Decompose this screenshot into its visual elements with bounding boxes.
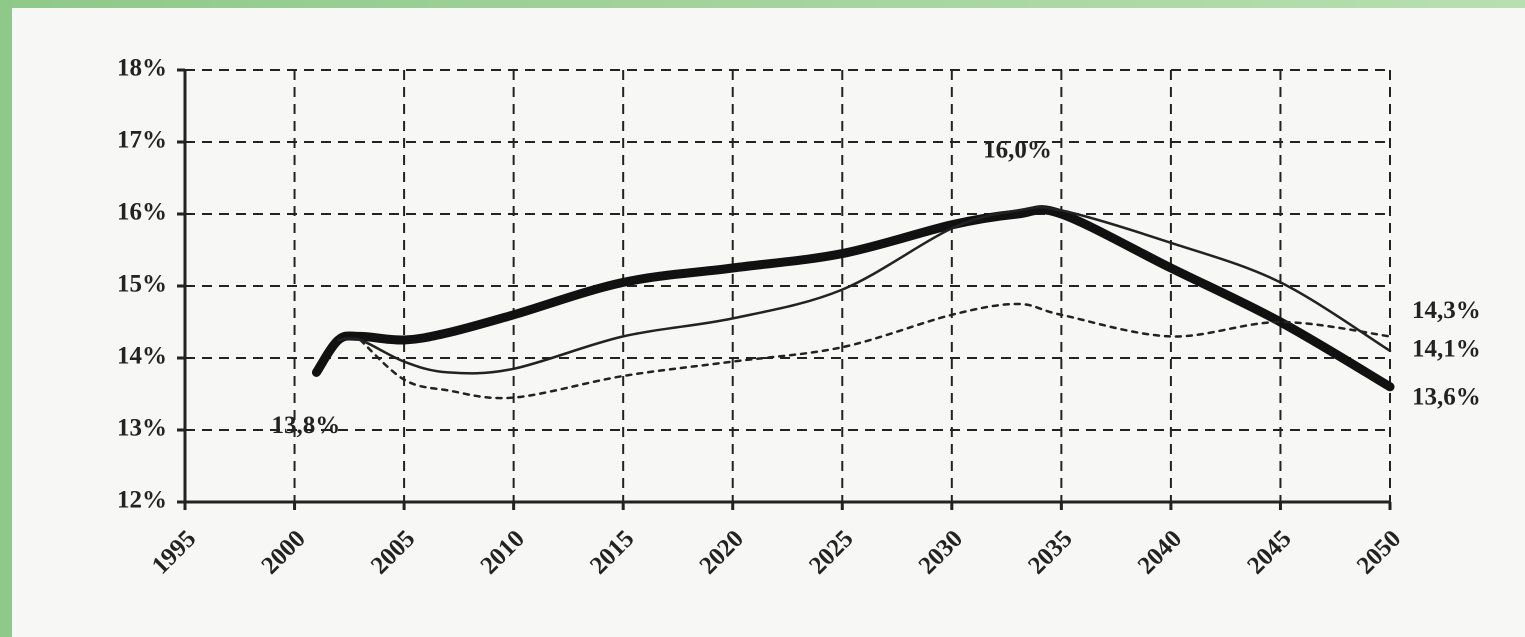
- x-tick-label: 2025: [804, 525, 858, 579]
- y-tick-label: 18%: [117, 55, 167, 82]
- x-tick-label: 2005: [366, 525, 420, 579]
- x-tick-label: 2015: [585, 525, 639, 579]
- x-tick-label: 2000: [256, 525, 310, 579]
- y-tick-label: 16%: [117, 199, 167, 226]
- x-tick-label: 2040: [1133, 525, 1187, 579]
- y-tick-label: 15%: [117, 271, 167, 298]
- x-tick-label: 2035: [1023, 525, 1077, 579]
- line-series: [311, 205, 1395, 392]
- data-label: 14,3%: [1412, 297, 1481, 324]
- y-tick-label: 13%: [117, 415, 167, 442]
- data-label: 14,1%: [1412, 336, 1481, 363]
- y-tick-label: 12%: [117, 487, 167, 514]
- x-tick-label: 2045: [1242, 525, 1296, 579]
- y-tick-label: 14%: [117, 343, 167, 370]
- x-tick-label: 2030: [914, 525, 968, 579]
- x-tick-label: 2010: [475, 525, 529, 579]
- x-tick-label: 2050: [1352, 525, 1406, 579]
- line-series: [359, 302, 1392, 400]
- line-series: [337, 205, 1392, 375]
- data-label: 13,6%: [1412, 384, 1481, 411]
- x-tick-label: 2020: [695, 525, 749, 579]
- data-label: 16,0%: [983, 137, 1052, 164]
- y-tick-label: 17%: [117, 127, 167, 154]
- x-tick-label: 1995: [147, 525, 201, 579]
- data-label: 13,8%: [271, 412, 340, 439]
